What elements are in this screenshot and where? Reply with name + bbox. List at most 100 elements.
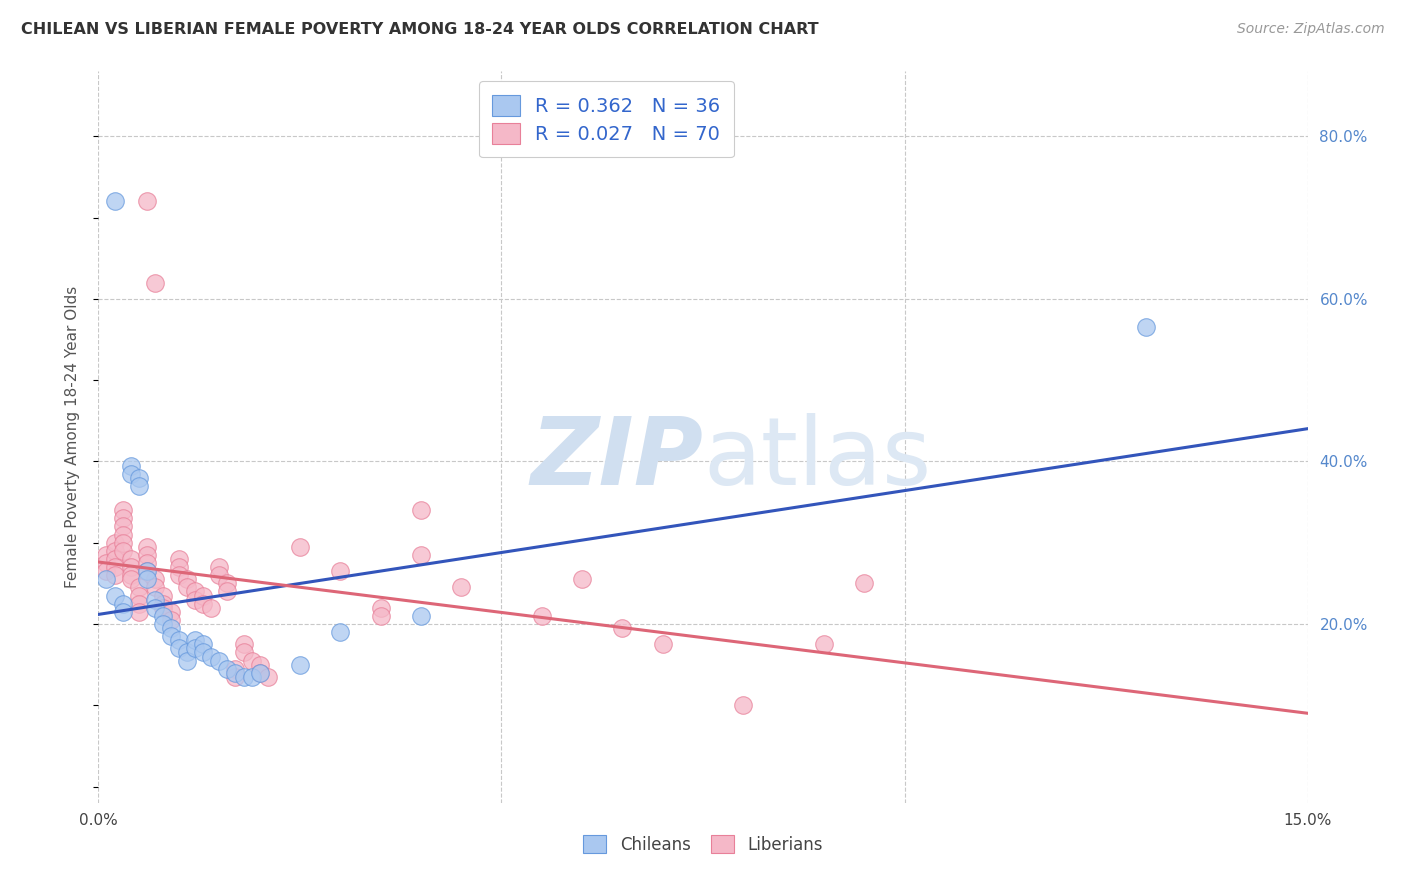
Point (120, 560, 142, 574)
Point (249, 665, 271, 680)
Point (128, 581, 150, 595)
Point (103, 544, 125, 558)
Point (409, 548, 432, 562)
Point (217, 576, 239, 591)
Point (193, 637, 215, 651)
Point (152, 589, 174, 603)
Point (135, 548, 157, 562)
Point (167, 641, 190, 656)
Point (111, 544, 134, 558)
Point (208, 654, 231, 668)
Point (217, 584, 239, 599)
Point (232, 670, 254, 684)
Point (135, 564, 157, 578)
Point (409, 503, 432, 517)
Point (103, 560, 125, 574)
Point (288, 657, 311, 672)
Point (160, 629, 183, 643)
Point (370, 608, 392, 623)
Point (152, 597, 174, 611)
Point (612, 621, 634, 635)
Point (224, 665, 246, 680)
Point (103, 535, 125, 549)
Point (733, 698, 755, 713)
Point (128, 479, 150, 493)
Point (128, 471, 150, 485)
Point (143, 572, 166, 586)
Point (167, 568, 190, 582)
Point (240, 654, 263, 668)
Point (120, 568, 142, 582)
Point (143, 581, 166, 595)
Point (288, 540, 311, 554)
Y-axis label: Female Poverty Among 18-24 Year Olds: Female Poverty Among 18-24 Year Olds (65, 286, 80, 588)
Point (111, 511, 134, 525)
Legend: Chileans, Liberians: Chileans, Liberians (576, 829, 830, 860)
Point (128, 589, 150, 603)
Point (111, 503, 134, 517)
Point (224, 662, 246, 676)
Point (224, 670, 246, 684)
Point (128, 597, 150, 611)
Point (167, 633, 190, 648)
Point (450, 581, 472, 595)
Point (232, 645, 254, 659)
Point (176, 654, 198, 668)
Point (111, 597, 134, 611)
Text: CHILEAN VS LIBERIAN FEMALE POVERTY AMONG 18-24 YEAR OLDS CORRELATION CHART: CHILEAN VS LIBERIAN FEMALE POVERTY AMONG… (21, 22, 818, 37)
Point (409, 608, 432, 623)
Point (184, 641, 207, 656)
Point (208, 568, 231, 582)
Point (184, 633, 207, 648)
Point (135, 556, 157, 570)
Point (120, 467, 142, 481)
Text: ZIP: ZIP (530, 413, 703, 505)
Point (160, 605, 183, 619)
Point (160, 621, 183, 635)
Point (329, 625, 352, 640)
Point (651, 637, 673, 651)
Point (249, 665, 271, 680)
Point (111, 519, 134, 533)
Point (96, 564, 118, 578)
Point (103, 589, 125, 603)
Point (256, 670, 278, 684)
Point (530, 608, 553, 623)
Point (120, 552, 142, 566)
Point (200, 600, 222, 615)
Point (152, 608, 174, 623)
Point (176, 572, 198, 586)
Point (208, 560, 231, 574)
Point (135, 564, 157, 578)
Text: atlas: atlas (703, 413, 931, 505)
Point (176, 645, 198, 659)
Text: Source: ZipAtlas.com: Source: ZipAtlas.com (1237, 22, 1385, 37)
Point (329, 564, 352, 578)
Point (111, 535, 134, 549)
Point (143, 600, 166, 615)
Point (120, 458, 142, 473)
Point (111, 605, 134, 619)
Point (103, 194, 125, 209)
Point (249, 657, 271, 672)
Point (96, 572, 118, 586)
Point (167, 560, 190, 574)
Point (167, 552, 190, 566)
Point (135, 572, 157, 586)
Point (152, 617, 174, 632)
Point (160, 613, 183, 627)
Point (184, 584, 207, 599)
Point (103, 568, 125, 582)
Point (370, 600, 392, 615)
Point (1135, 320, 1157, 334)
Point (176, 581, 198, 595)
Point (232, 637, 254, 651)
Point (240, 670, 263, 684)
Point (143, 592, 166, 607)
Point (152, 600, 174, 615)
Point (111, 527, 134, 541)
Point (135, 540, 157, 554)
Point (853, 576, 876, 591)
Point (128, 605, 150, 619)
Point (193, 645, 215, 659)
